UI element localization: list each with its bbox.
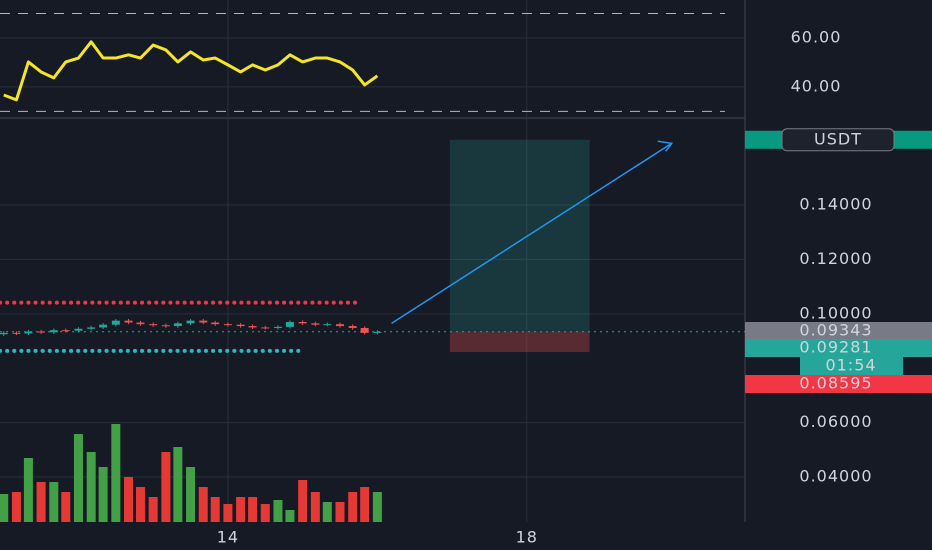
price-label-bg <box>745 375 932 393</box>
candle-body <box>323 324 332 326</box>
candle-body <box>87 327 96 329</box>
y-tick-label: 40.00 <box>791 76 842 95</box>
price-label: 0.09343 <box>799 321 872 340</box>
volume-bar <box>223 504 233 522</box>
candle-body <box>335 324 344 327</box>
candle-body <box>12 332 21 334</box>
volume-bar <box>86 452 96 522</box>
price-label-bg <box>745 339 932 357</box>
price-label-bg <box>745 322 932 340</box>
volume-bar <box>248 497 258 522</box>
profit-zone <box>449 139 590 332</box>
y-tick-label: 0.06000 <box>799 412 872 431</box>
candle-body <box>360 327 369 333</box>
countdown: 01:54 <box>825 356 876 375</box>
volume-bar <box>210 497 220 522</box>
candle-body <box>37 331 46 333</box>
candle-body <box>186 320 195 324</box>
candle-body <box>273 326 282 328</box>
currency-label: USDT <box>814 129 862 148</box>
candle-body <box>136 322 145 325</box>
forecast-arrow <box>391 142 673 324</box>
volume-bar <box>61 492 71 522</box>
volume-bar <box>348 492 358 522</box>
volume-bar <box>298 480 308 522</box>
candle-body <box>61 330 70 332</box>
candle-body <box>0 332 8 335</box>
volume-bar <box>322 502 332 522</box>
volume-bar <box>124 477 134 522</box>
volume-bar <box>161 452 171 522</box>
volume-bar <box>173 447 183 522</box>
y-tick-label: 60.00 <box>791 27 842 46</box>
y-tick-label: 0.14000 <box>799 195 872 214</box>
volume-bar <box>23 458 33 522</box>
rsi-line <box>3 40 379 102</box>
countdown-bg <box>800 357 903 375</box>
y-tick-label: 0.12000 <box>799 249 872 268</box>
y-tick-label: 0.04000 <box>799 467 872 486</box>
candle-body <box>248 326 257 328</box>
x-tick-label: 14 <box>217 528 239 547</box>
candle-body <box>223 324 232 326</box>
candle-body <box>149 324 158 326</box>
candle-body <box>261 327 270 329</box>
candle-body <box>373 331 382 333</box>
price-label: 0.09281 <box>799 338 872 357</box>
candle-body <box>236 324 245 327</box>
volume-bar <box>36 482 46 522</box>
volume-bar <box>98 467 108 522</box>
candle-body <box>74 328 83 331</box>
price-label: 0.08595 <box>799 374 872 393</box>
volume-bar <box>335 502 345 522</box>
volume-bar <box>310 492 320 522</box>
volume-bar <box>198 487 208 522</box>
candle-body <box>298 321 307 324</box>
y-tick-label: 0.10000 <box>799 303 872 322</box>
candle-body <box>199 320 208 323</box>
volume-bar <box>135 487 145 522</box>
arrow-head <box>657 140 674 152</box>
volume-bar <box>273 500 283 522</box>
volume-bar <box>260 504 270 522</box>
volume-bar <box>236 497 246 522</box>
candle-body <box>124 320 133 323</box>
candle-body <box>311 323 320 325</box>
candle-body <box>348 326 357 328</box>
volume-bar <box>186 467 196 522</box>
volume-bar <box>49 482 59 522</box>
candle-body <box>49 330 58 333</box>
candle-body <box>173 323 182 327</box>
candle-body <box>161 325 170 327</box>
volume-bar <box>285 510 295 522</box>
volume-bar <box>148 497 158 522</box>
candle-body <box>24 331 33 334</box>
volume-bar <box>11 492 21 522</box>
candle-body <box>285 321 294 327</box>
volume-bar <box>73 434 83 522</box>
x-tick-label: 18 <box>516 528 538 547</box>
volume-bar <box>360 487 370 522</box>
volume-bar <box>111 424 121 522</box>
volume-bar <box>0 494 9 522</box>
stop-zone <box>449 331 590 353</box>
candle-body <box>111 320 120 325</box>
candle-body <box>99 324 108 328</box>
currency-badge <box>781 128 895 152</box>
volume-bar <box>372 492 382 522</box>
candle-body <box>211 322 220 325</box>
